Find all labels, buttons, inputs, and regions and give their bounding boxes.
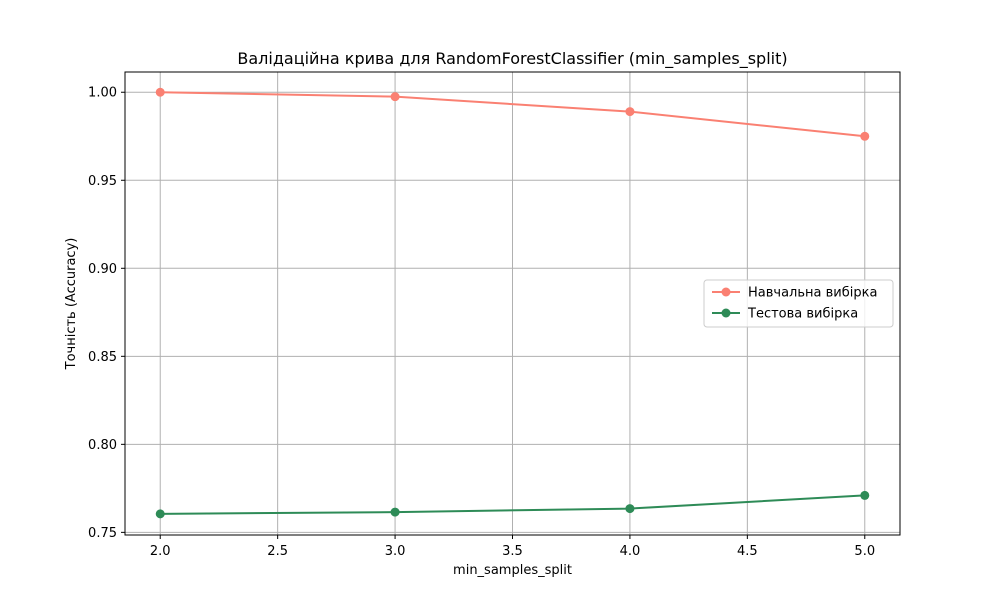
series-2-point xyxy=(390,507,400,517)
legend-marker-1 xyxy=(721,287,731,297)
x-tick-label: 4.5 xyxy=(737,544,758,559)
legend-box xyxy=(703,279,894,328)
x-tick-label: 2.0 xyxy=(150,544,171,559)
y-tick-label: 0.75 xyxy=(88,526,117,541)
x-tick-label: 5.0 xyxy=(854,544,875,559)
y-tick-label: 0.80 xyxy=(88,438,117,453)
series-1-point xyxy=(155,87,165,97)
x-tick-label: 3.5 xyxy=(502,544,523,559)
x-tick-label: 2.5 xyxy=(267,544,288,559)
x-tick-label: 4.0 xyxy=(620,544,641,559)
legend-label-2: Тестова вибірка xyxy=(747,307,858,322)
axis-ticks: 2.0 2.5 3.0 3.5 4.0 4.5 5.0 0.75 0.80 0.85 0.90 0.9… xyxy=(88,86,875,559)
series-2-point xyxy=(860,490,870,500)
legend-marker-2 xyxy=(721,308,731,318)
y-tick-label: 0.90 xyxy=(88,262,117,277)
x-tick-label: 3.0 xyxy=(385,544,406,559)
series-2-point xyxy=(155,509,165,519)
y-tick-label: 0.85 xyxy=(88,350,117,365)
legend: Навчальна вибірка Тестова вибірка xyxy=(703,279,894,328)
y-tick-label: 1.00 xyxy=(88,86,117,101)
legend-label-1: Навчальна вибірка xyxy=(748,286,877,301)
chart-title: Валідаційна крива для RandomForestClassi… xyxy=(237,49,787,69)
series-1-point xyxy=(625,107,635,117)
x-axis-label: min_samples_split xyxy=(453,563,572,578)
y-axis-label: Точність (Accuracy) xyxy=(64,238,79,371)
series-layer xyxy=(155,87,870,519)
series-line-1 xyxy=(160,91,865,138)
y-tick-label: 0.95 xyxy=(88,174,117,189)
series-1-point xyxy=(390,92,400,102)
series-line-2 xyxy=(160,494,865,515)
series-1-point xyxy=(860,131,870,141)
series-2-point xyxy=(625,504,635,514)
